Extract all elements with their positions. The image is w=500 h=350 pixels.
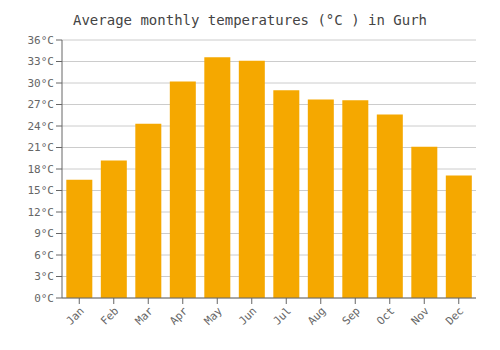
svg-text:Nov: Nov — [409, 304, 433, 328]
svg-text:May: May — [202, 304, 226, 328]
svg-text:24°C: 24°C — [28, 120, 55, 133]
svg-text:15°C: 15°C — [28, 184, 55, 197]
svg-text:30°C: 30°C — [28, 77, 55, 90]
svg-text:27°C: 27°C — [28, 98, 55, 111]
svg-text:Oct: Oct — [374, 304, 397, 327]
svg-text:33°C: 33°C — [28, 55, 55, 68]
svg-text:Aug: Aug — [305, 304, 328, 327]
svg-text:Jun: Jun — [236, 304, 259, 327]
svg-text:Mar: Mar — [133, 304, 157, 328]
svg-text:12°C: 12°C — [28, 206, 55, 219]
svg-text:18°C: 18°C — [28, 163, 55, 176]
svg-text:Sep: Sep — [340, 304, 363, 327]
svg-text:9°C: 9°C — [34, 227, 54, 240]
svg-text:Jul: Jul — [271, 304, 294, 327]
svg-text:3°C: 3°C — [34, 270, 54, 283]
svg-text:36°C: 36°C — [28, 34, 55, 47]
html-text:Average monthly temperatures (: Average monthly temperatures (°C ) in Gu… — [73, 12, 427, 28]
svg-text:Dec: Dec — [443, 304, 466, 327]
svg-text:Jan: Jan — [64, 304, 87, 327]
svg-text:21°C: 21°C — [28, 141, 55, 154]
svg-text:6°C: 6°C — [34, 249, 54, 262]
svg-text:0°C: 0°C — [34, 292, 54, 305]
svg-text:Apr: Apr — [167, 304, 191, 328]
svg-text:Feb: Feb — [98, 304, 121, 327]
